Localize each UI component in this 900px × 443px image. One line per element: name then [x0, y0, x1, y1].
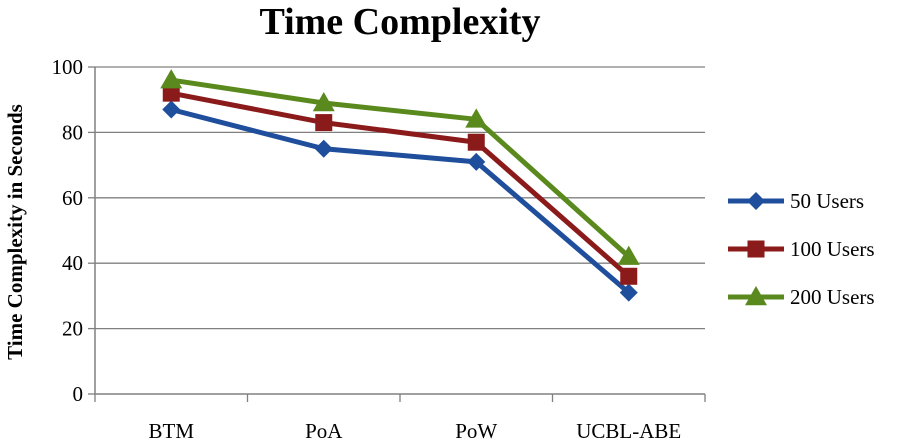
series-line-200-users: [170, 77, 631, 259]
data-point-50-users-pow: [467, 152, 486, 171]
legend: 50 Users 100 Users 200 Users: [728, 189, 875, 309]
series-50-users: [162, 100, 638, 302]
data-point-50-users-btm: [162, 100, 181, 119]
legend-item-100-users: 100 Users: [728, 237, 875, 261]
legend-item-200-users: 200 Users: [728, 285, 875, 309]
series-group: [160, 69, 640, 302]
data-point-50-users-poa: [314, 139, 333, 158]
data-point-100-users-btm: [162, 84, 180, 102]
legend-marker-100-users: [747, 240, 765, 258]
y-axis-label: Time Complexity in Seconds: [3, 104, 27, 360]
data-point-200-users-poa: [312, 91, 335, 112]
x-tick-label-pow: PoW: [455, 419, 497, 443]
legend-label-100-users: 100 Users: [790, 237, 875, 261]
data-point-50-users-ucbl-abe: [619, 283, 638, 302]
gridlines: [95, 66, 705, 330]
x-tick-label-btm: BTM: [148, 419, 194, 443]
y-tick-label-40: 40: [62, 251, 83, 275]
series-line-100-users: [170, 90, 631, 279]
x-tick-label-ucbl-abe: UCBL-ABE: [576, 419, 681, 443]
series-line-50-users: [170, 107, 631, 295]
data-point-200-users-btm: [160, 69, 183, 89]
y-tick-label-80: 80: [62, 120, 83, 144]
legend-label-200-users: 200 Users: [790, 285, 875, 309]
series-200-users: [160, 69, 640, 265]
y-tick-label-0: 0: [73, 382, 84, 406]
data-point-100-users-pow: [467, 133, 485, 151]
axes: 0 20 40 60 80 100 BTM PoA PoW UCBL-ABE: [52, 55, 706, 443]
y-tick-label-60: 60: [62, 186, 83, 210]
chart-title: Time Complexity: [259, 1, 540, 43]
data-point-100-users-poa: [315, 114, 333, 132]
y-tick-label-20: 20: [62, 317, 83, 341]
data-point-200-users-ucbl-abe: [617, 245, 640, 265]
legend-item-50-users: 50 Users: [728, 189, 864, 213]
legend-marker-200-users: [745, 286, 767, 306]
data-point-100-users-ucbl-abe: [620, 267, 638, 285]
series-100-users: [162, 84, 638, 285]
data-point-200-users-pow: [465, 108, 488, 128]
legend-label-50-users: 50 Users: [790, 189, 864, 213]
legend-marker-50-users: [747, 192, 765, 210]
x-tick-label-poa: PoA: [305, 419, 343, 443]
y-tick-label-100: 100: [52, 55, 84, 79]
